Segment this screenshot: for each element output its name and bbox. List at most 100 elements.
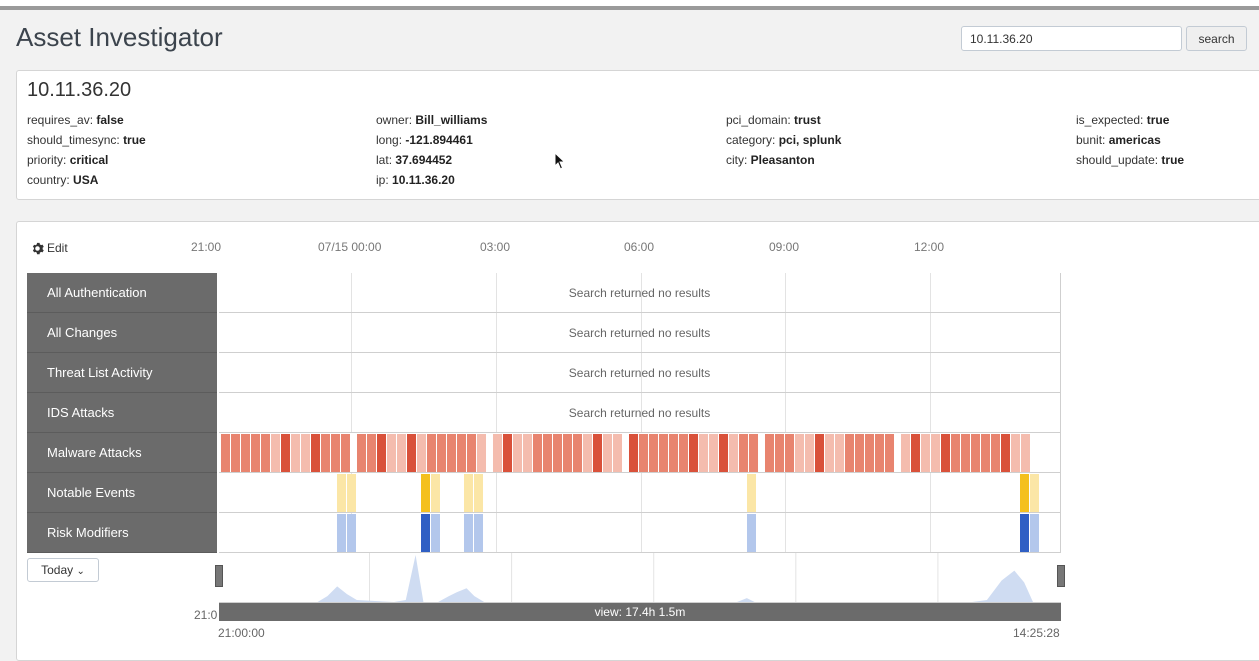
malware-cell[interactable] [1021,434,1030,472]
malware-cell[interactable] [981,434,990,472]
notable-event-cell[interactable] [474,474,483,512]
malware-cell[interactable] [699,434,708,472]
malware-cell[interactable] [941,434,950,472]
malware-cell[interactable] [961,434,970,472]
malware-cell[interactable] [321,434,330,472]
malware-cell[interactable] [825,434,834,472]
malware-cell[interactable] [659,434,668,472]
malware-cell[interactable] [251,434,260,472]
row-label-malware-attacks[interactable]: Malware Attacks [27,433,217,473]
malware-cell[interactable] [785,434,794,472]
malware-cell[interactable] [719,434,728,472]
risk-modifier-cell[interactable] [1030,514,1039,552]
malware-cell[interactable] [795,434,804,472]
malware-cell[interactable] [477,434,486,472]
notable-event-cell[interactable] [464,474,473,512]
malware-cell[interactable] [437,434,446,472]
risk-modifier-cell[interactable] [747,514,756,552]
today-dropdown[interactable]: Today ⌄ [27,558,99,582]
malware-cell[interactable] [367,434,376,472]
row-label-risk-modifiers[interactable]: Risk Modifiers [27,513,217,553]
range-start-handle[interactable] [215,565,223,587]
malware-cell[interactable] [991,434,1000,472]
malware-cell[interactable] [221,434,230,472]
malware-cell[interactable] [467,434,476,472]
malware-cell[interactable] [649,434,658,472]
malware-cell[interactable] [457,434,466,472]
malware-cell[interactable] [447,434,456,472]
malware-cell[interactable] [885,434,894,472]
notable-event-cell[interactable] [1020,474,1029,512]
malware-cell[interactable] [775,434,784,472]
risk-modifier-cell[interactable] [431,514,440,552]
malware-cell[interactable] [231,434,240,472]
malware-cell[interactable] [573,434,582,472]
malware-cell[interactable] [1001,434,1010,472]
notable-event-cell[interactable] [431,474,440,512]
malware-cell[interactable] [875,434,884,472]
malware-cell[interactable] [397,434,406,472]
malware-cell[interactable] [427,434,436,472]
notable-event-cell[interactable] [747,474,756,512]
malware-cell[interactable] [749,434,758,472]
malware-cell[interactable] [377,434,386,472]
malware-cell[interactable] [493,434,502,472]
malware-cell[interactable] [639,434,648,472]
malware-cell[interactable] [583,434,592,472]
malware-cell[interactable] [553,434,562,472]
malware-cell[interactable] [845,434,854,472]
risk-modifier-cell[interactable] [464,514,473,552]
malware-cell[interactable] [951,434,960,472]
malware-cell[interactable] [669,434,678,472]
malware-cell[interactable] [407,434,416,472]
notable-event-cell[interactable] [421,474,430,512]
malware-cell[interactable] [341,434,350,472]
malware-cell[interactable] [387,434,396,472]
malware-cell[interactable] [613,434,622,472]
row-label-all-changes[interactable]: All Changes [27,313,217,353]
malware-cell[interactable] [357,434,366,472]
malware-cell[interactable] [855,434,864,472]
malware-cell[interactable] [729,434,738,472]
malware-cell[interactable] [543,434,552,472]
risk-modifier-cell[interactable] [347,514,356,552]
risk-modifier-cell[interactable] [337,514,346,552]
malware-cell[interactable] [709,434,718,472]
malware-cell[interactable] [805,434,814,472]
malware-cell[interactable] [971,434,980,472]
risk-modifier-cell[interactable] [1020,514,1029,552]
malware-cell[interactable] [921,434,930,472]
malware-cell[interactable] [417,434,426,472]
malware-cell[interactable] [291,434,300,472]
view-range-bar[interactable]: view: 17.4h 1.5m [219,603,1061,621]
malware-cell[interactable] [331,434,340,472]
search-input[interactable] [961,26,1182,51]
malware-cell[interactable] [739,434,748,472]
malware-cell[interactable] [1011,434,1020,472]
notable-event-cell[interactable] [347,474,356,512]
malware-cell[interactable] [301,434,310,472]
malware-cell[interactable] [271,434,280,472]
malware-cell[interactable] [679,434,688,472]
malware-cell[interactable] [765,434,774,472]
malware-cell[interactable] [911,434,920,472]
malware-cell[interactable] [513,434,522,472]
malware-cell[interactable] [865,434,874,472]
malware-cell[interactable] [689,434,698,472]
malware-cell[interactable] [261,434,270,472]
malware-cell[interactable] [281,434,290,472]
malware-cell[interactable] [835,434,844,472]
row-label-notable-events[interactable]: Notable Events [27,473,217,513]
malware-cell[interactable] [311,434,320,472]
malware-cell[interactable] [629,434,638,472]
notable-event-cell[interactable] [1030,474,1039,512]
malware-cell[interactable] [593,434,602,472]
row-label-ids-attacks[interactable]: IDS Attacks [27,393,217,433]
malware-cell[interactable] [815,434,824,472]
malware-cell[interactable] [563,434,572,472]
malware-cell[interactable] [241,434,250,472]
edit-button[interactable]: Edit [31,241,68,255]
malware-cell[interactable] [931,434,940,472]
malware-cell[interactable] [503,434,512,472]
notable-event-cell[interactable] [337,474,346,512]
